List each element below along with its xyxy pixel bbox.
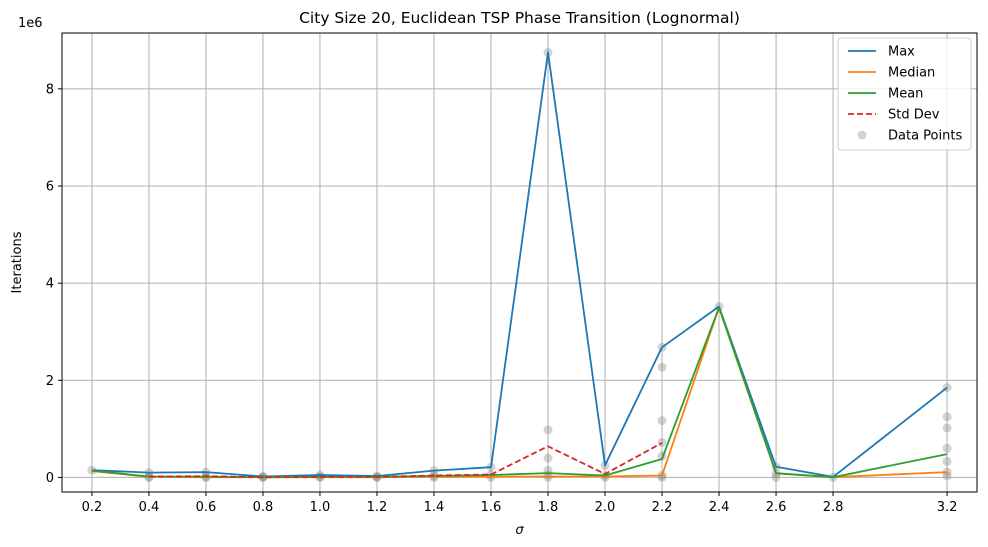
legend-label: Std Dev [888,108,940,123]
data-point [657,437,667,447]
data-point [942,456,952,466]
data-point [543,453,553,463]
legend-label: Mean [888,87,923,102]
chart-title: City Size 20, Euclidean TSP Phase Transi… [299,9,740,27]
x-tick-label: 1.8 [538,500,559,515]
grid-lines [62,33,977,492]
y-tick-label: 6 [46,180,54,195]
y-tick-label: 2 [46,374,54,389]
x-tick-label: 1.4 [424,500,445,515]
data-point [543,425,553,435]
series-line-std-dev [149,443,776,477]
legend: Max Median Mean Std Dev Data Points [837,37,972,151]
x-tick-label: 1.6 [481,500,502,515]
legend-marker [857,130,867,140]
legend-label: Data Points [888,129,962,144]
plot-frame [61,32,978,493]
legend-label: Median [888,66,935,81]
y-axis-ticks: 0 2 4 6 8 [46,82,62,486]
x-tick-label: 1.2 [367,500,388,515]
x-tick-label: 0.8 [253,500,274,515]
legend-box [837,37,972,151]
x-tick-label: 1.0 [310,500,331,515]
data-point [771,472,781,482]
x-tick-label: 2.4 [709,500,730,515]
data-point [543,472,553,482]
plot-area [87,47,952,482]
x-tick-label: 2.0 [595,500,616,515]
y-tick-label: 4 [46,277,54,292]
x-tick-label: 2.6 [766,500,787,515]
y-tick-label: 8 [46,82,54,97]
legend-label: Max [888,45,915,60]
y-tick-label: 0 [46,471,54,486]
series-line-median [91,306,948,479]
x-tick-label: 2.2 [652,500,673,515]
data-point [942,423,952,433]
data-point [657,362,667,372]
x-axis-label: σ [515,523,524,538]
x-axis-ticks: 0.2 0.4 0.6 0.8 1.0 1.2 1.4 1.6 1.8 2.0 2.2 2.4 2.6 2… [82,492,958,515]
y-axis-multiplier: 1e6 [18,16,43,31]
series-line-max [91,51,948,478]
data-point [942,412,952,422]
x-tick-label: 0.4 [139,500,160,515]
x-tick-label: 3.2 [937,500,958,515]
x-tick-label: 2.8 [823,500,844,515]
series-line-mean [91,306,948,479]
y-axis-label: Iterations [10,231,25,293]
data-point [942,443,952,453]
x-tick-label: 0.6 [196,500,217,515]
data-point [657,416,667,426]
data-point [942,471,952,481]
x-tick-label: 0.2 [82,500,103,515]
series-lines-layer [91,51,948,479]
